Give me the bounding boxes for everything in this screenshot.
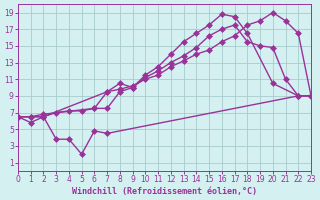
X-axis label: Windchill (Refroidissement éolien,°C): Windchill (Refroidissement éolien,°C) (72, 187, 257, 196)
